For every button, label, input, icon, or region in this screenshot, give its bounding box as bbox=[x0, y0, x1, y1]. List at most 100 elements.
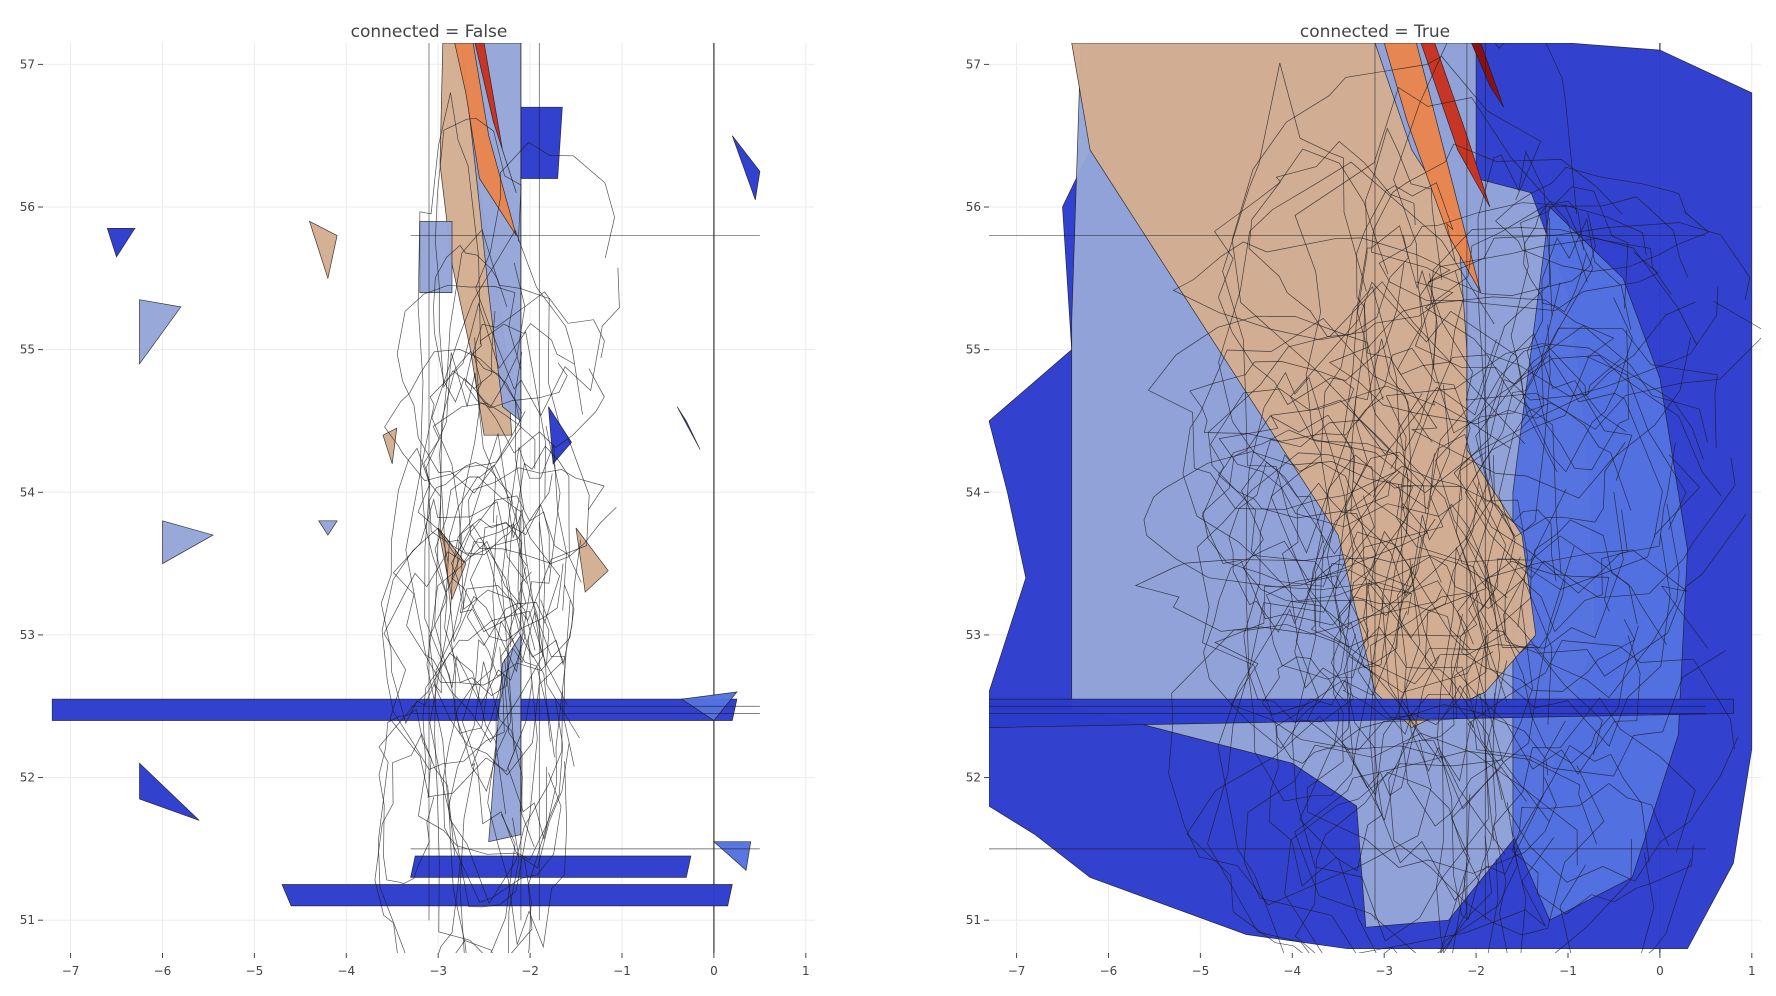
fill-region bbox=[281, 884, 733, 907]
outline-trace bbox=[1477, 150, 1553, 532]
x-tick-label: 1 bbox=[802, 964, 810, 978]
outline-trace bbox=[1203, 540, 1369, 749]
outline-trace bbox=[1457, 560, 1636, 692]
y-tick-label: 56 bbox=[966, 200, 981, 214]
fill-region bbox=[1420, 43, 1491, 208]
outline-trace bbox=[1385, 343, 1704, 590]
outline-trace bbox=[1473, 354, 1671, 747]
outline-trace bbox=[1356, 182, 1464, 375]
outline-trace bbox=[434, 464, 526, 697]
outline-trace bbox=[1526, 217, 1632, 471]
x-tick-label: −2 bbox=[1467, 964, 1485, 978]
filled-regions bbox=[51, 43, 761, 907]
outline-trace bbox=[1436, 685, 1499, 953]
outline-trace bbox=[417, 92, 481, 594]
outline-trace bbox=[1333, 530, 1440, 796]
fill-region bbox=[382, 427, 398, 464]
fill-region bbox=[520, 106, 563, 179]
outline-traces bbox=[374, 43, 760, 953]
outline-trace bbox=[1320, 286, 1409, 669]
outline-trace bbox=[1291, 451, 1508, 942]
outline-trace bbox=[459, 673, 535, 953]
outline-trace bbox=[1231, 56, 1550, 456]
subplot-connected-true: connected = True −7 −6 −5 −4 −3 −2 −1 0 1 51 52 53 5… bbox=[966, 22, 1761, 978]
outline-trace bbox=[1328, 296, 1622, 425]
outline-trace bbox=[468, 467, 617, 564]
outline-trace bbox=[1201, 388, 1407, 626]
outline-trace bbox=[1294, 750, 1633, 953]
outline-traces bbox=[989, 43, 1761, 953]
x-tick-label: −4 bbox=[1283, 964, 1301, 978]
x-tick-label: −6 bbox=[154, 964, 172, 978]
outline-trace bbox=[1512, 744, 1655, 953]
outline-trace bbox=[1168, 623, 1442, 906]
outline-trace bbox=[1465, 333, 1633, 649]
outline-trace bbox=[1248, 141, 1416, 337]
fill-region bbox=[676, 406, 701, 450]
outline-trace bbox=[1207, 281, 1525, 616]
axes: −7 −6 −5 −4 −3 −2 −1 0 1 51 52 53 54 55 56 57 bbox=[966, 57, 1756, 978]
fill-region bbox=[575, 527, 609, 593]
outline-trace bbox=[1510, 186, 1633, 473]
x-tick-label: −3 bbox=[429, 964, 447, 978]
outline-trace bbox=[1378, 202, 1659, 312]
y-tick-label: 51 bbox=[966, 913, 981, 927]
outline-trace bbox=[418, 610, 580, 869]
outline-trace bbox=[1397, 503, 1492, 782]
outline-trace bbox=[1394, 433, 1533, 827]
outline-trace bbox=[1319, 465, 1521, 685]
outline-trace bbox=[501, 444, 571, 840]
x-tick-label: −1 bbox=[613, 964, 631, 978]
outline-trace bbox=[1343, 225, 1450, 597]
outline-trace bbox=[1493, 697, 1696, 953]
x-tick-label: −7 bbox=[62, 964, 80, 978]
outline-trace bbox=[434, 350, 526, 706]
outline-trace bbox=[1182, 317, 1444, 590]
outline-trace bbox=[1306, 704, 1557, 874]
subplot-connected-false: connected = False −7 −6 −5 −4 −3 −2 −1 0 1 51 52 53… bbox=[20, 22, 815, 978]
outline-trace bbox=[1217, 582, 1527, 953]
fill-region bbox=[139, 299, 182, 365]
outline-trace bbox=[426, 523, 563, 905]
outline-trace bbox=[1511, 783, 1694, 915]
outline-trace bbox=[1424, 549, 1726, 777]
fill-region bbox=[51, 698, 738, 721]
x-tick-label: −5 bbox=[246, 964, 264, 978]
y-tick-label: 57 bbox=[966, 57, 981, 71]
x-tick-label: −7 bbox=[1008, 964, 1026, 978]
outline-trace bbox=[487, 610, 575, 949]
y-tick-label: 55 bbox=[20, 343, 35, 357]
outline-trace bbox=[377, 652, 516, 953]
fill-region bbox=[474, 43, 517, 193]
outline-trace bbox=[424, 352, 498, 734]
outline-trace bbox=[1371, 143, 1623, 296]
outline-trace bbox=[378, 708, 435, 885]
outline-trace bbox=[1186, 715, 1506, 953]
fill-region bbox=[139, 762, 200, 821]
outline-trace bbox=[1381, 354, 1575, 810]
outline-trace bbox=[381, 523, 512, 770]
y-tick-label: 54 bbox=[966, 485, 981, 499]
outline-trace bbox=[384, 349, 526, 482]
outline-trace bbox=[1306, 554, 1508, 648]
outline-trace bbox=[1189, 361, 1385, 442]
outline-trace bbox=[431, 229, 590, 621]
outline-trace bbox=[1453, 325, 1708, 594]
y-tick-label: 52 bbox=[966, 771, 981, 785]
outline-trace bbox=[507, 445, 582, 666]
outline-trace bbox=[1228, 461, 1325, 633]
x-tick-label: 0 bbox=[1656, 964, 1664, 978]
outline-trace bbox=[1456, 535, 1667, 775]
outline-trace bbox=[1282, 482, 1376, 689]
fill-region bbox=[1512, 206, 1688, 921]
y-tick-label: 55 bbox=[966, 343, 981, 357]
outline-trace bbox=[1214, 580, 1494, 751]
fill-region bbox=[1471, 43, 1505, 108]
outline-trace bbox=[1217, 429, 1401, 519]
outline-trace bbox=[1334, 338, 1421, 797]
fill-region bbox=[308, 220, 338, 280]
outline-trace bbox=[1134, 554, 1442, 635]
x-tick-label: 1 bbox=[1748, 964, 1756, 978]
outline-trace bbox=[392, 498, 528, 686]
